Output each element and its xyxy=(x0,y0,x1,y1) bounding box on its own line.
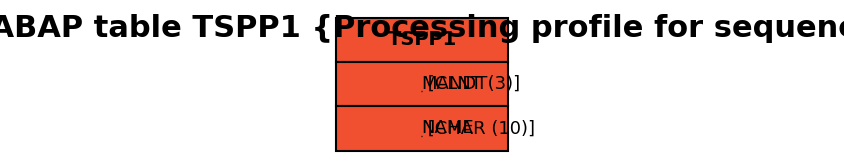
Text: TSPP1: TSPP1 xyxy=(387,30,457,49)
Text: [CHAR (10)]: [CHAR (10)] xyxy=(422,119,535,137)
Text: NAME: NAME xyxy=(421,119,474,137)
FancyBboxPatch shape xyxy=(337,62,507,106)
FancyBboxPatch shape xyxy=(337,18,507,62)
Text: [CLNT (3)]: [CLNT (3)] xyxy=(422,75,520,93)
FancyBboxPatch shape xyxy=(337,106,507,151)
Text: SAP ABAP table TSPP1 {Processing profile for sequencing}: SAP ABAP table TSPP1 {Processing profile… xyxy=(0,14,844,43)
Text: MANDT: MANDT xyxy=(421,75,488,93)
